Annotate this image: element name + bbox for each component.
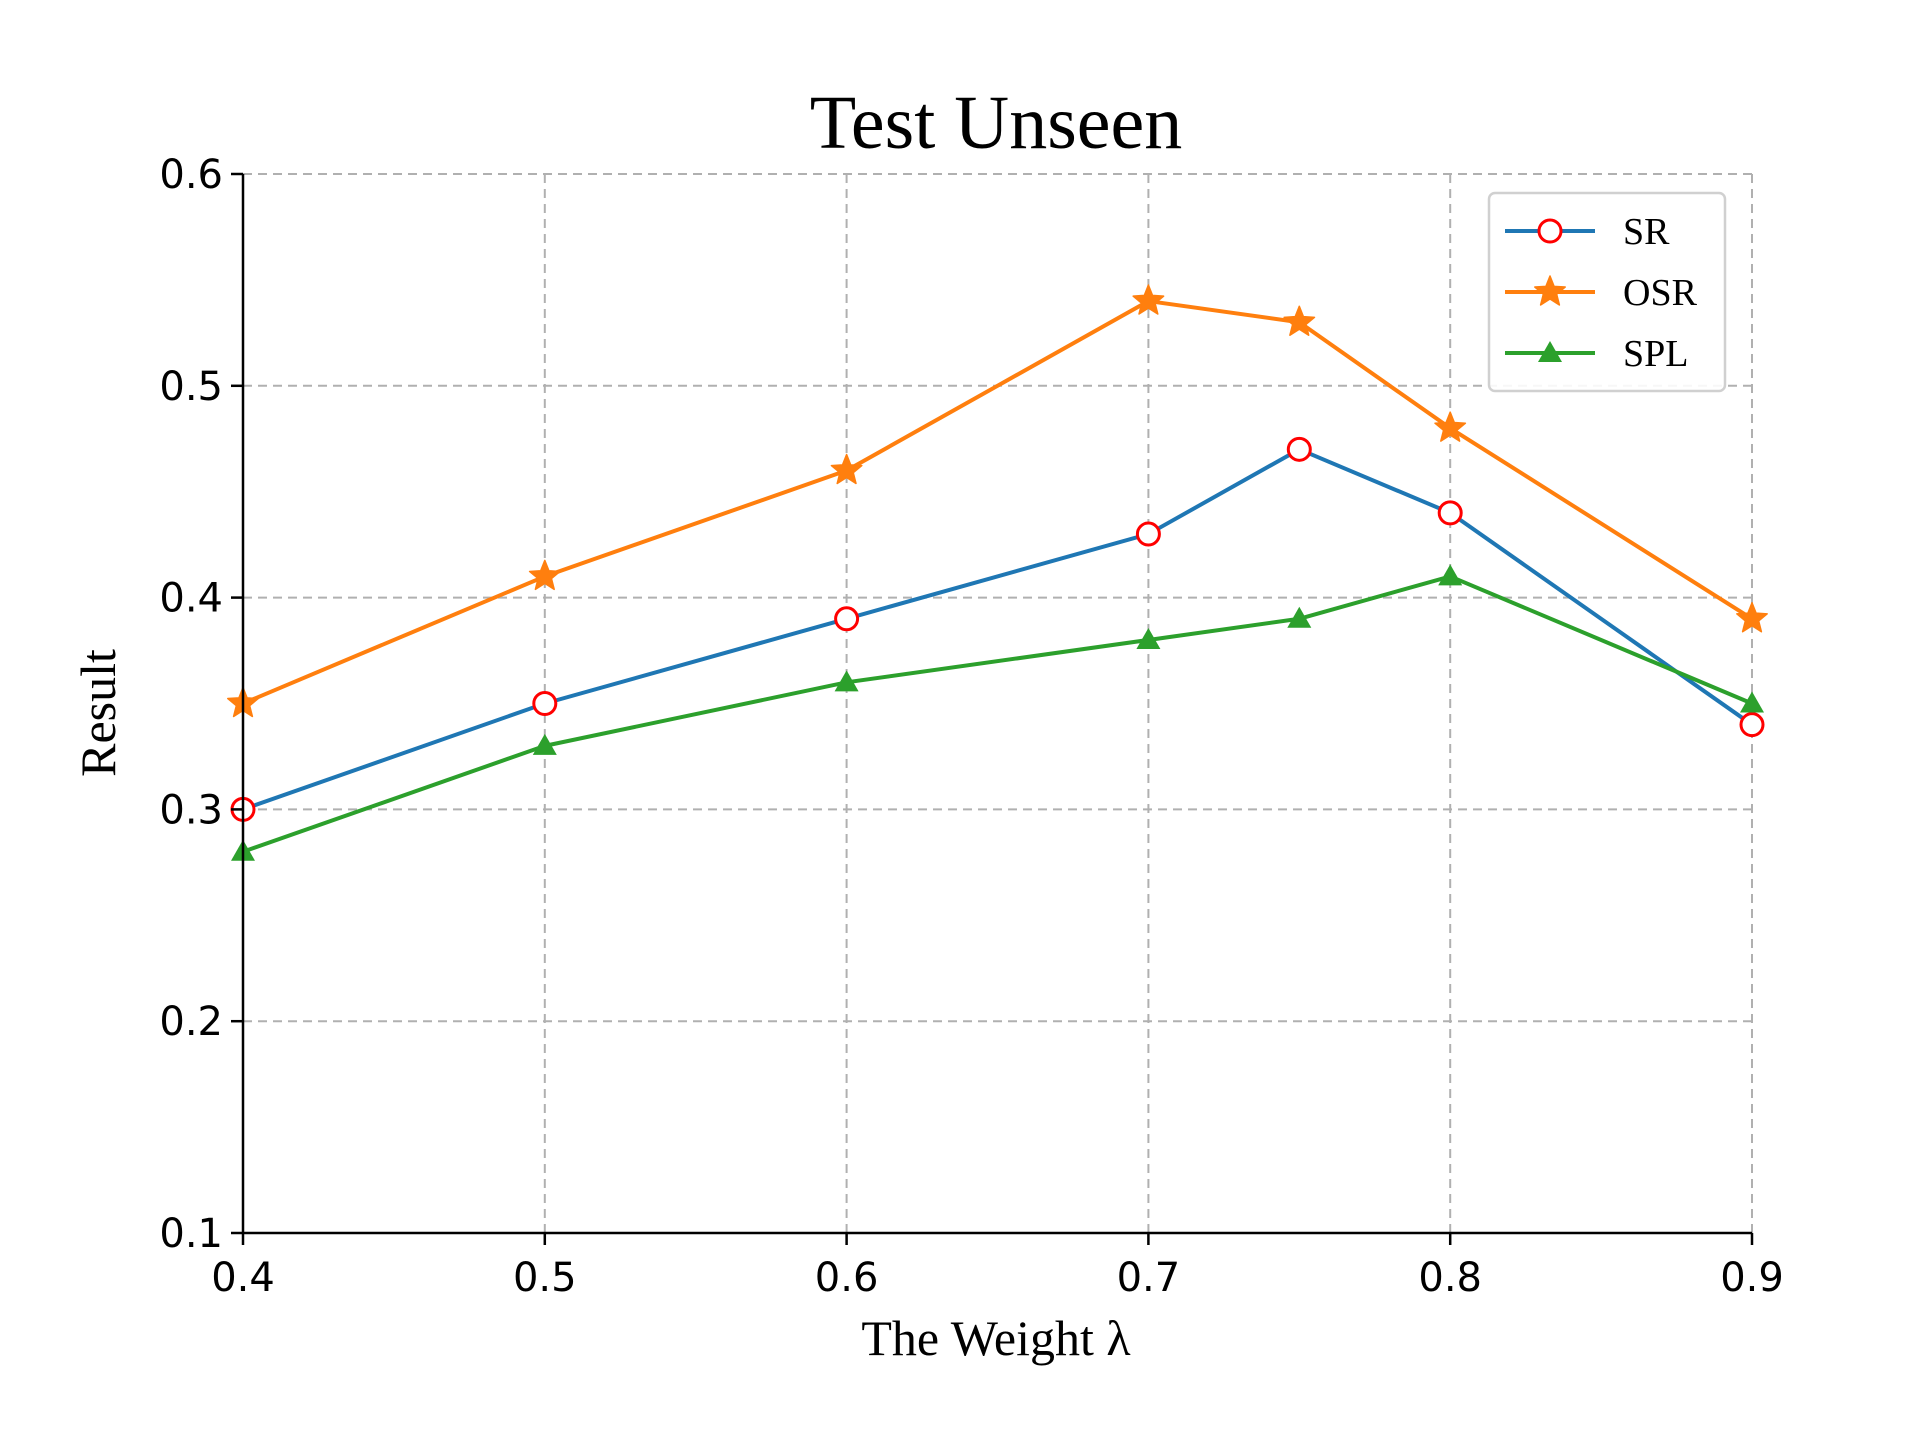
x-tick-label: 0.5: [513, 1255, 577, 1301]
chart-title: Test Unseen: [810, 81, 1182, 165]
data-point-sr: [1135, 521, 1161, 547]
data-point-sr: [1286, 436, 1312, 462]
legend: SR OSR SPL: [1487, 191, 1727, 393]
data-point-spl: [1287, 606, 1312, 628]
data-point-spl: [834, 670, 859, 692]
legend-label-sr: SR: [1623, 211, 1670, 253]
tick-labels: 0.4 0.5 0.6 0.7 0.8 0.9 0.1 0.2 0.3 0.4 0.5 0.6: [159, 152, 1783, 1301]
data-point-sr: [834, 606, 860, 632]
legend-marker-sr: [1537, 218, 1563, 244]
legend-label-osr: OSR: [1623, 272, 1698, 314]
x-tick-label: 0.6: [815, 1255, 879, 1301]
data-point-sr: [532, 691, 558, 716]
axes: [231, 172, 1754, 1245]
x-tick-label: 0.4: [211, 1255, 275, 1301]
data-point-osr: [1283, 305, 1316, 336]
legend-marker-spl: [1538, 341, 1562, 362]
data-point-spl: [1438, 564, 1463, 586]
legend-label-spl: SPL: [1623, 333, 1688, 375]
x-tick-label: 0.7: [1117, 1255, 1181, 1301]
legend-marker-osr: [1534, 275, 1566, 306]
y-tick-label: 0.3: [159, 787, 223, 833]
y-tick-label: 0.2: [159, 999, 223, 1045]
x-tick-label: 0.8: [1418, 1255, 1482, 1301]
x-axis-label: The Weight λ: [861, 1310, 1130, 1366]
y-axis-label: Result: [70, 649, 126, 777]
data-point-sr: [1437, 500, 1463, 526]
y-tick-label: 0.5: [159, 364, 223, 410]
y-tick-label: 0.6: [159, 152, 223, 198]
y-tick-label: 0.1: [159, 1211, 223, 1257]
data-point-spl: [1136, 627, 1161, 649]
series-line-sr: [242, 447, 1754, 812]
data-point-osr: [528, 559, 561, 591]
data-point-spl: [1740, 691, 1764, 713]
plot-area: [227, 284, 1768, 861]
x-tick-label: 0.9: [1720, 1255, 1784, 1301]
y-tick-label: 0.4: [159, 576, 223, 622]
series-line-spl: [242, 574, 1753, 854]
data-point-osr: [1132, 284, 1165, 315]
data-point-sr: [1739, 712, 1765, 738]
data-point-osr: [830, 453, 863, 485]
data-point-osr: [1736, 602, 1768, 633]
data-point-spl: [532, 733, 557, 755]
data-point-osr: [1434, 411, 1467, 442]
